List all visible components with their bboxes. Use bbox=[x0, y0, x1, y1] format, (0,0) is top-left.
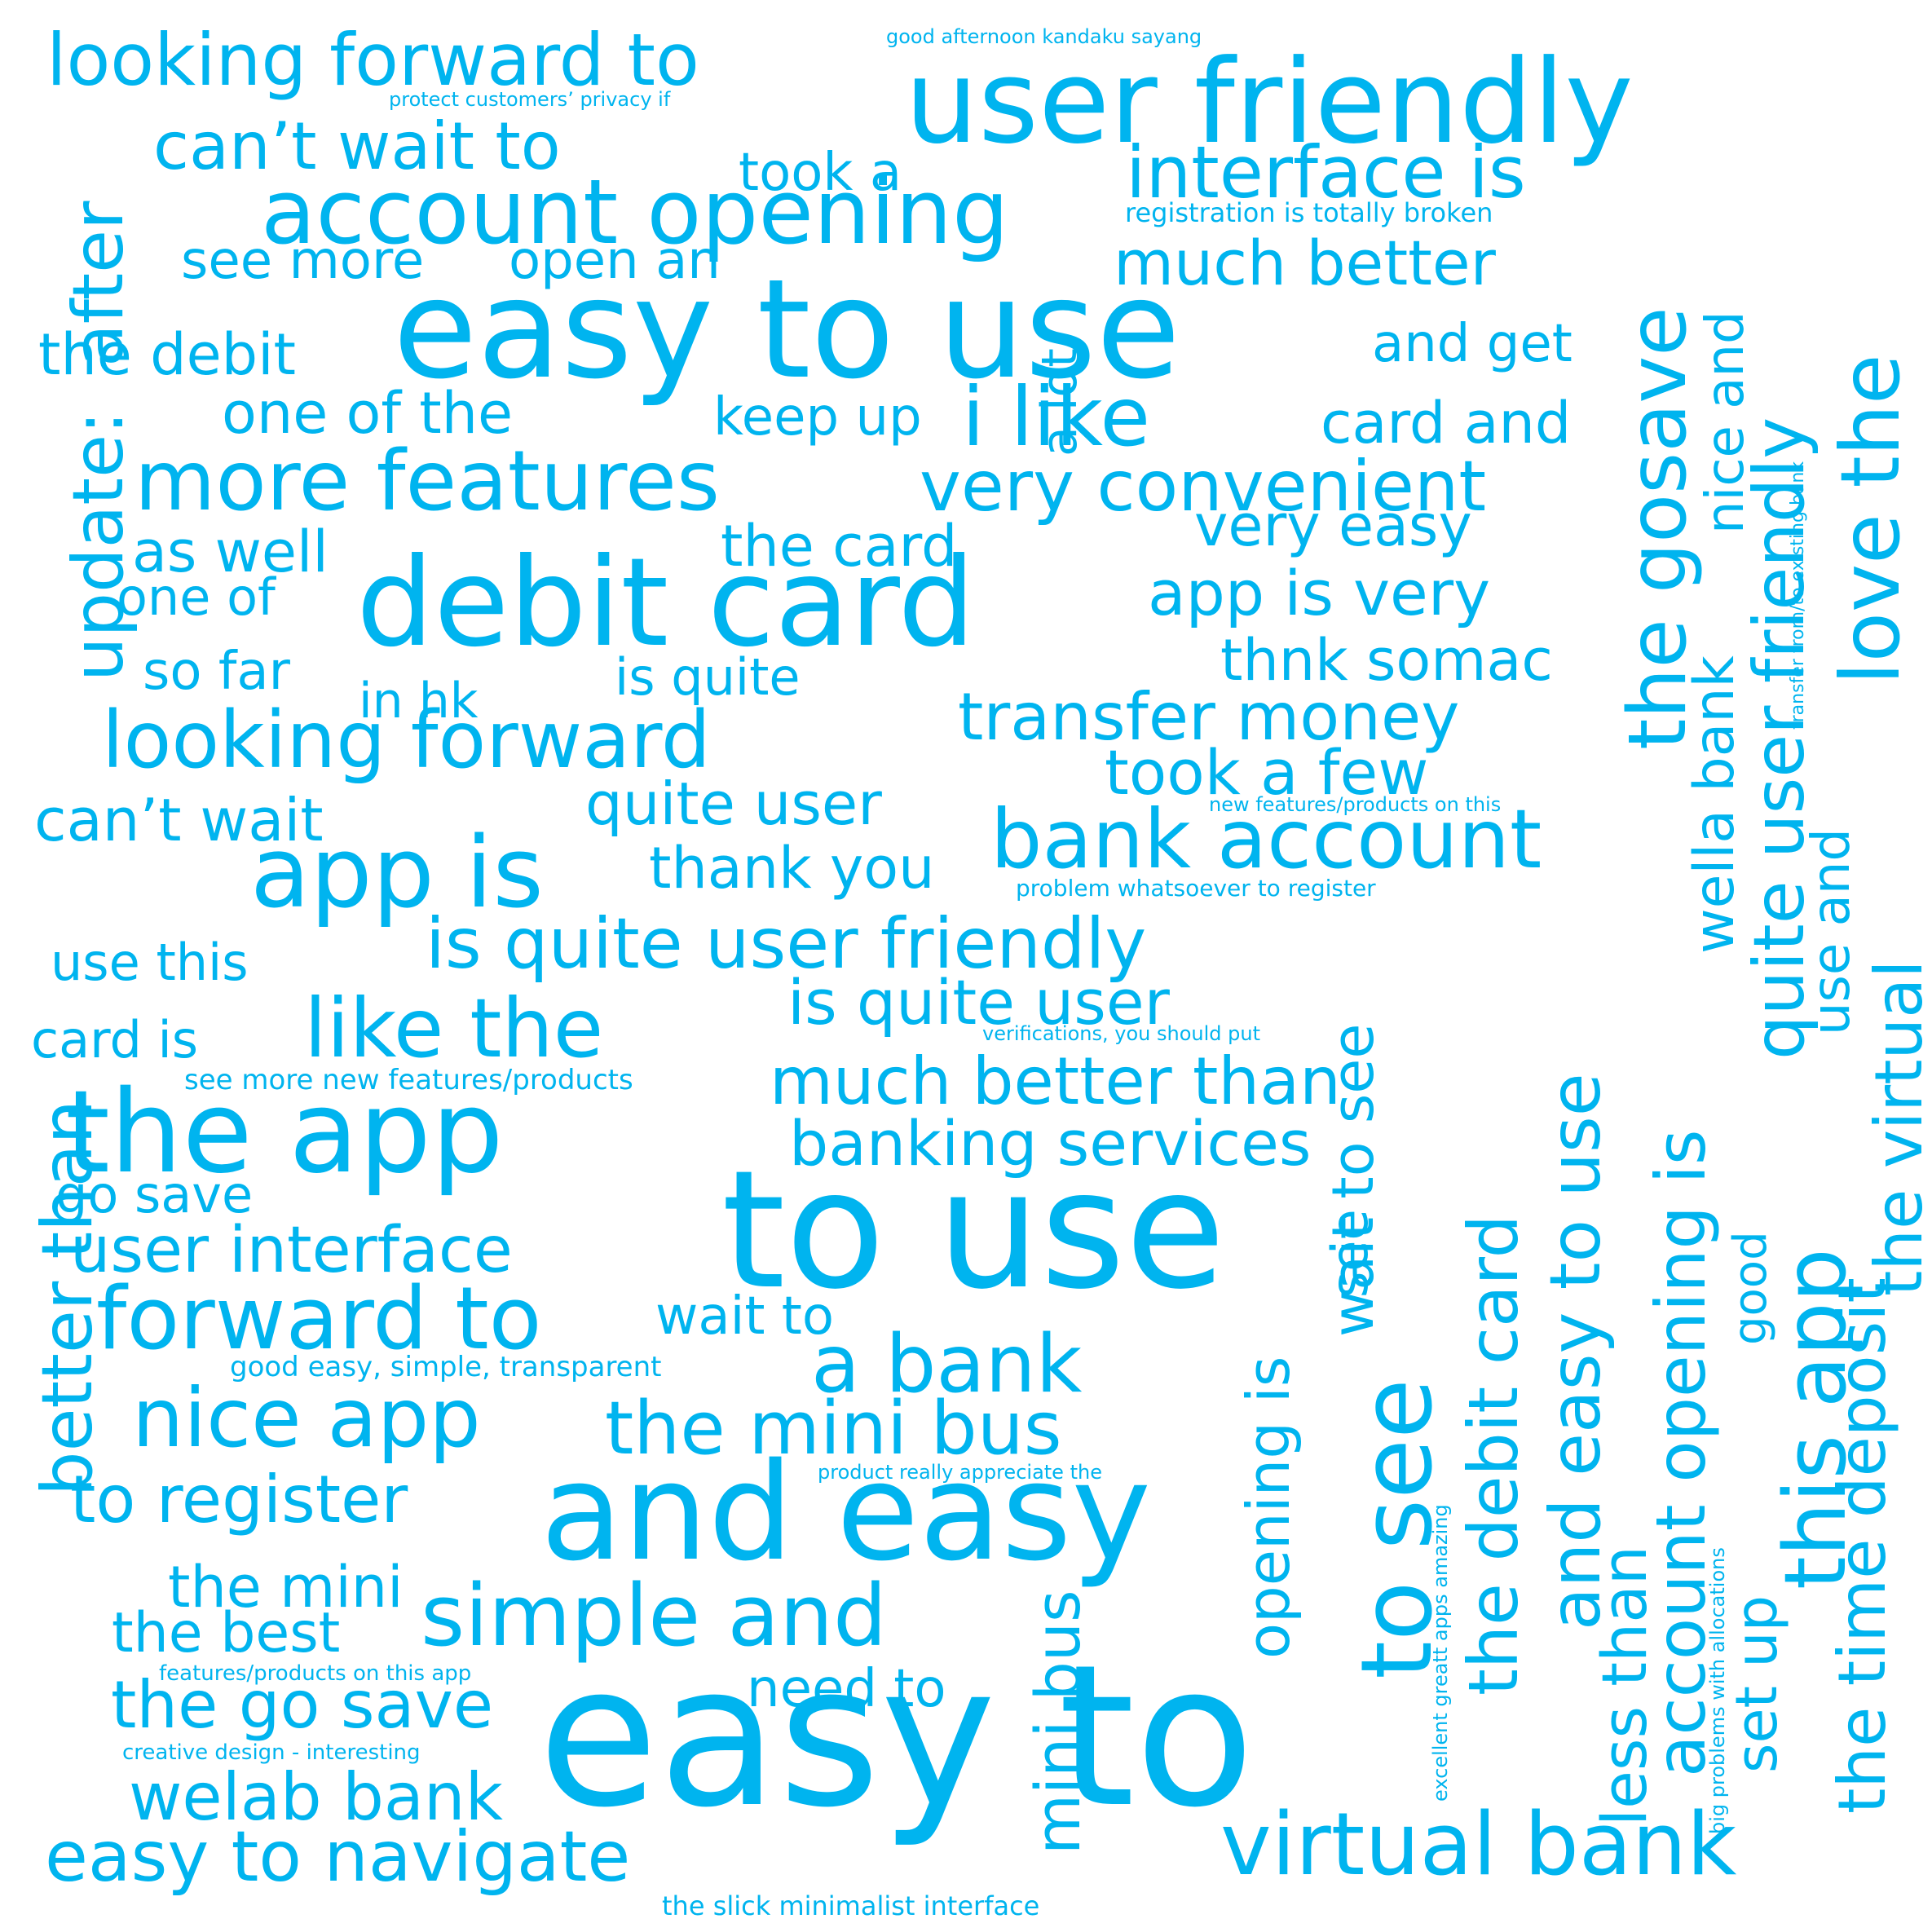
cloud-word: the virtual bbox=[1861, 959, 1932, 1297]
cloud-word: like the bbox=[304, 981, 604, 1076]
cloud-word: one of the bbox=[222, 380, 514, 447]
cloud-word: the card bbox=[721, 513, 958, 580]
cloud-word: product really appreciate the bbox=[818, 1461, 1102, 1484]
cloud-word: looking forward to bbox=[46, 18, 699, 102]
cloud-word: so far bbox=[143, 642, 290, 702]
cloud-word: love the bbox=[1823, 354, 1918, 685]
cloud-word: thank you bbox=[649, 835, 935, 902]
cloud-word: less than bbox=[1588, 1546, 1661, 1826]
cloud-word: thnk somac bbox=[1220, 627, 1553, 694]
cloud-word: app is very bbox=[1148, 557, 1491, 629]
cloud-word: wella bank bbox=[1683, 655, 1747, 954]
cloud-word: set up bbox=[1723, 1595, 1790, 1773]
cloud-word: good easy, simple, transparent bbox=[230, 1351, 662, 1383]
cloud-word: card and bbox=[1321, 390, 1572, 457]
cloud-word: much better bbox=[1114, 227, 1496, 299]
cloud-word: very easy bbox=[1194, 492, 1472, 559]
cloud-word: see more new features/products bbox=[184, 1064, 633, 1096]
cloud-word: took a bbox=[739, 143, 902, 203]
cloud-word: a lot bbox=[1031, 348, 1088, 457]
cloud-word: the time deposit bbox=[1824, 1277, 1900, 1814]
cloud-word: features/products on this app bbox=[159, 1661, 472, 1686]
cloud-word: is quite bbox=[615, 647, 801, 707]
cloud-word: registration is totally broken bbox=[1125, 197, 1493, 228]
cloud-word: excellent greatt apps amazing bbox=[1429, 1504, 1452, 1802]
cloud-word: and easy bbox=[540, 1434, 1152, 1590]
cloud-word: forward to bbox=[96, 1268, 542, 1369]
cloud-word: better than bbox=[27, 1100, 108, 1496]
cloud-word: wait to bbox=[655, 1286, 835, 1347]
cloud-word: the best bbox=[112, 1601, 341, 1665]
cloud-word: verifications, you should put bbox=[982, 1022, 1260, 1045]
cloud-word: welab bank bbox=[129, 1759, 503, 1835]
cloud-word: easy to navigate bbox=[45, 1816, 631, 1898]
cloud-word: need to bbox=[747, 1659, 946, 1719]
cloud-word: can’t wait bbox=[34, 786, 324, 854]
cloud-word: to use bbox=[721, 1136, 1226, 1325]
cloud-word: user friendly bbox=[905, 35, 1634, 170]
cloud-word: is quite user bbox=[787, 966, 1170, 1039]
cloud-word: debit card bbox=[356, 532, 976, 674]
cloud-word: i like bbox=[962, 369, 1151, 465]
cloud-word: use and bbox=[1802, 827, 1862, 1035]
cloud-word: interface is bbox=[1126, 130, 1526, 214]
cloud-word: app is bbox=[250, 817, 544, 930]
cloud-word: virtual bank bbox=[1220, 1794, 1737, 1895]
cloud-word: transfer money bbox=[958, 679, 1460, 755]
cloud-word: looking forward bbox=[102, 695, 711, 786]
cloud-word: see bbox=[1320, 1209, 1379, 1298]
cloud-word: update: bbox=[58, 411, 139, 681]
cloud-word: easy to bbox=[538, 1622, 1255, 1850]
cloud-word: the mini bbox=[168, 1554, 404, 1621]
cloud-word: user interface bbox=[70, 1214, 513, 1287]
cloud-word: the go save bbox=[111, 1667, 494, 1743]
cloud-word: can’t wait to bbox=[153, 108, 561, 184]
cloud-word: easy to use bbox=[393, 249, 1181, 409]
cloud-word: mini bus bbox=[1021, 1590, 1094, 1855]
cloud-word: in hk bbox=[359, 673, 479, 730]
cloud-word: took a few bbox=[1105, 736, 1429, 809]
cloud-word: good afternoon kandaku sayang bbox=[886, 25, 1202, 48]
cloud-word: transfer from/to existing bank bbox=[1788, 461, 1808, 730]
cloud-word: is quite user friendly bbox=[426, 903, 1147, 985]
cloud-word: the mini bus bbox=[605, 1386, 1062, 1471]
cloud-word: simple and bbox=[421, 1566, 887, 1665]
cloud-word: account opening bbox=[261, 160, 1009, 264]
cloud-word: good bbox=[1724, 1231, 1777, 1345]
cloud-word: go save bbox=[55, 1165, 254, 1224]
cloud-word: one of bbox=[117, 567, 276, 627]
cloud-word: creative design - interesting bbox=[122, 1740, 421, 1765]
cloud-word: more features bbox=[135, 433, 721, 530]
cloud-word: the slick minimalist interface bbox=[662, 1890, 1040, 1921]
cloud-word: keep up bbox=[713, 387, 922, 448]
cloud-word: see more bbox=[181, 231, 425, 291]
cloud-word: protect customers’ privacy if bbox=[389, 88, 671, 111]
cloud-word: big problems with allocations bbox=[1706, 1547, 1729, 1834]
cloud-word: bank account bbox=[990, 792, 1542, 887]
cloud-word: the debit bbox=[38, 321, 296, 388]
cloud-word: after bbox=[58, 201, 139, 367]
cloud-word: quite user bbox=[585, 770, 882, 838]
cloud-word: very convenient bbox=[920, 446, 1487, 527]
cloud-word: card is bbox=[31, 1010, 199, 1070]
cloud-word: as well bbox=[132, 518, 329, 585]
cloud-word: nice app bbox=[132, 1370, 481, 1466]
cloud-word: the debit card bbox=[1453, 1215, 1533, 1696]
cloud-word: open an bbox=[509, 231, 721, 291]
cloud-word: to register bbox=[70, 1462, 408, 1537]
cloud-word: problem whatsoever to register bbox=[1016, 875, 1376, 902]
cloud-word: much better than bbox=[770, 1043, 1341, 1119]
cloud-word: banking services bbox=[789, 1107, 1312, 1180]
cloud-word: the app bbox=[65, 1066, 504, 1199]
cloud-word: use this bbox=[51, 933, 249, 992]
cloud-word: opening is bbox=[1234, 1356, 1303, 1659]
cloud-word: a bank bbox=[811, 1318, 1083, 1411]
cloud-word: and get bbox=[1372, 314, 1573, 374]
cloud-word: new features/products on this bbox=[1209, 793, 1502, 816]
